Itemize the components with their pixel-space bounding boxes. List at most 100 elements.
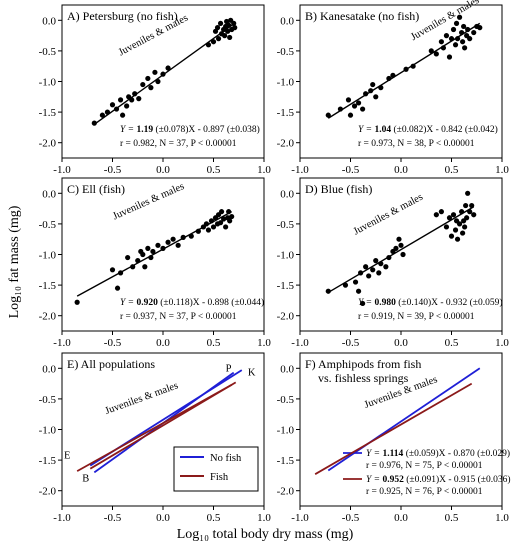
series-equation-rest: (±0.059)X - 0.870 (±0.029)	[403, 448, 510, 459]
data-point	[140, 81, 146, 88]
data-point	[145, 75, 151, 82]
data-point	[124, 103, 130, 109]
series-equation-rest: (±0.091)X - 0.915 (±0.036)	[404, 474, 511, 485]
y-tick-label: -1.0	[277, 425, 295, 437]
x-tick-label: -1.0	[291, 164, 309, 176]
x-tick-label: -1.0	[291, 337, 309, 349]
y-tick-label: -2.0	[277, 486, 295, 498]
data-point	[148, 254, 154, 261]
series-end-label: E	[64, 450, 70, 461]
data-point	[400, 251, 406, 258]
panel-title: D) Blue (fish)	[305, 182, 372, 196]
series-equation: Y = 0.952 (±0.091)X - 0.915 (±0.036)	[366, 474, 511, 485]
data-point	[325, 288, 331, 294]
panels: -1.0 -0.5 0.0 0.5 1.0 -2.0 -1.5 -1.0 -0.5 0.0 A) P…	[39, 0, 511, 524]
data-point	[452, 42, 459, 48]
y-tick-label: -1.5	[277, 107, 295, 119]
regression-equation-lead: Y =	[358, 298, 374, 308]
regression-stats: r = 0.937, N = 37, P < 0.00001	[120, 312, 237, 322]
regression-equation-slope: 1.19	[136, 125, 153, 135]
regression-equation-lead: Y =	[120, 125, 136, 135]
data-point	[358, 270, 364, 276]
data-point	[376, 270, 382, 276]
data-point	[148, 85, 154, 91]
x-tick-label: 0.0	[156, 164, 170, 176]
y-tick-label: -1.0	[39, 425, 57, 437]
data-point	[140, 251, 146, 258]
data-point	[370, 81, 376, 88]
data-point	[446, 215, 453, 221]
data-point	[454, 36, 461, 42]
data-point	[165, 239, 171, 245]
y-tick-label: -2.0	[39, 138, 57, 150]
panel-F: -1.0 -0.5 0.0 0.5 1.0 -2.0 -1.5 -1.0 -0.5 0.0 F) A…	[277, 352, 511, 524]
series-equation-slope: 0.952	[382, 475, 404, 485]
data-point	[438, 39, 444, 45]
data-point	[145, 245, 151, 251]
data-point	[160, 245, 166, 251]
data-point	[74, 299, 80, 305]
data-point	[205, 227, 212, 233]
y-axis-label: Log₁₀ fat mass (mg)	[7, 205, 22, 318]
y-tick-label: -0.5	[277, 46, 295, 58]
y-tick-label: 0.0	[42, 188, 56, 200]
x-tick-label: -1.0	[53, 337, 71, 349]
y-tick-label: -2.0	[277, 311, 295, 323]
data-point	[443, 224, 450, 230]
panel-A: -1.0 -0.5 0.0 0.5 1.0 -2.0 -1.5 -1.0 -0.5 0.0 A) P…	[39, 4, 271, 176]
x-tick-label: 1.0	[495, 512, 509, 524]
data-point	[462, 45, 468, 51]
data-point	[180, 234, 186, 240]
data-point	[109, 102, 116, 108]
x-tick-label: 1.0	[257, 164, 271, 176]
data-point	[114, 285, 121, 291]
data-point	[378, 261, 384, 267]
legend-label: Fish	[210, 472, 229, 483]
regression-equation-slope: 0.980	[374, 298, 396, 308]
regression-equation: Y = 0.920 (±0.118)X - 0.898 (±0.044)	[120, 297, 264, 308]
y-tick-label: -0.5	[277, 219, 295, 231]
regression-equation-lead: Y =	[358, 125, 374, 135]
y-tick-label: 0.0	[42, 15, 56, 27]
x-tick-label: 0.0	[394, 337, 408, 349]
series-equation-lead: Y =	[366, 449, 382, 459]
data-point	[465, 190, 471, 196]
data-point	[120, 112, 126, 118]
data-point	[229, 213, 235, 220]
y-tick-label: -0.5	[39, 394, 57, 406]
data-point	[363, 264, 369, 270]
x-tick-label: -1.0	[53, 164, 71, 176]
regression-stats: r = 0.973, N = 38, P < 0.00001	[358, 139, 475, 149]
y-tick-label: -1.0	[277, 77, 295, 89]
x-tick-label: 1.0	[495, 337, 509, 349]
data-point	[460, 230, 466, 236]
data-point	[104, 109, 111, 115]
data-point	[130, 264, 136, 270]
x-tick-label: -0.5	[104, 337, 122, 349]
y-tick-label: -0.5	[39, 46, 57, 58]
data-point	[467, 36, 473, 42]
regression-equation: Y = 0.980 (±0.140)X - 0.932 (±0.059)	[358, 297, 503, 308]
x-tick-label: 1.0	[495, 164, 509, 176]
regression-equation-rest: (±0.118)X - 0.898 (±0.044)	[158, 297, 264, 308]
regression-line	[327, 206, 475, 294]
data-point	[393, 245, 399, 251]
data-point	[152, 69, 158, 75]
data-point	[366, 273, 372, 279]
regression-stats: r = 0.982, N = 37, P < 0.00001	[120, 139, 237, 149]
data-point	[155, 242, 161, 248]
data-point	[222, 33, 228, 39]
series-end-label: P	[226, 363, 232, 374]
y-tick-label: -1.5	[277, 280, 295, 292]
regression-equation-rest: (±0.140)X - 0.932 (±0.059)	[396, 297, 503, 308]
data-point	[217, 20, 224, 26]
data-point	[355, 100, 362, 106]
data-point	[368, 88, 374, 94]
regression-equation-lead: Y =	[120, 298, 136, 308]
data-point	[446, 54, 453, 60]
data-point	[459, 29, 465, 36]
data-point	[325, 112, 331, 118]
data-point	[403, 66, 409, 72]
data-point	[227, 34, 233, 41]
